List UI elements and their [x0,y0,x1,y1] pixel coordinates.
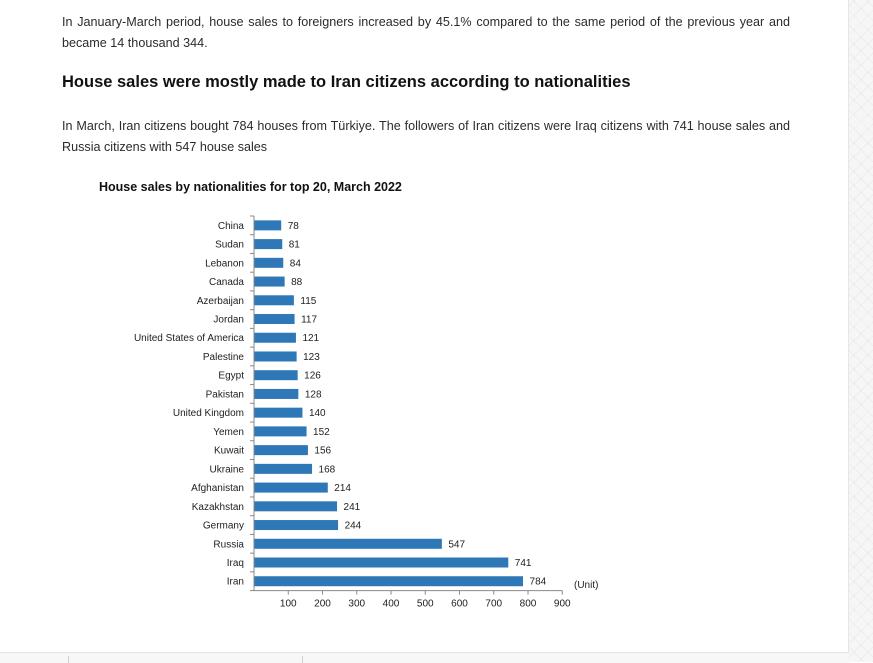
value-label: 88 [291,277,303,288]
value-label: 741 [515,558,532,569]
bar [254,557,509,568]
nationalities-paragraph: In March, Iran citizens bought 784 house… [62,119,790,154]
section-heading: House sales were mostly made to Iran cit… [62,73,631,91]
category-label: United States of America [134,333,244,344]
value-label: 78 [288,221,300,232]
category-label: Lebanon [205,258,244,269]
value-label: 244 [345,521,362,532]
category-label: Palestine [203,352,245,363]
x-tick-label: 800 [520,599,537,610]
category-label: Jordan [213,315,244,326]
bar [254,370,298,381]
x-tick-label: 900 [554,599,571,610]
bars [254,220,524,587]
value-label: 241 [344,502,361,513]
value-label: 126 [304,371,321,382]
value-label: 84 [290,258,302,269]
strip-tick [68,656,69,663]
chart-title: House sales by nationalities for top 20,… [99,180,402,194]
bar [254,520,339,531]
bar [254,426,307,437]
bottom-strip [0,652,849,663]
category-label: Germany [203,521,244,532]
bar [254,332,296,343]
value-label: 81 [289,240,301,251]
intro-paragraph: In January-March period, house sales to … [62,15,790,50]
bar [254,501,338,512]
category-label: Iran [227,577,244,588]
category-label: United Kingdom [173,408,244,419]
category-label: Azerbaijan [197,296,244,307]
unit-label: (Unit) [574,580,598,591]
bar [254,239,283,250]
bar [254,257,284,268]
value-label: 140 [309,408,326,419]
bar [254,445,308,456]
x-tick-label: 700 [485,599,502,610]
x-tick-label: 500 [417,599,434,610]
x-tick-label: 200 [314,599,331,610]
side-pattern [848,0,873,662]
value-label: 156 [314,446,331,457]
bar [254,538,442,549]
strip-tick [302,656,303,663]
bar [254,314,295,325]
x-tick-label: 300 [348,599,365,610]
category-label: Ukraine [210,464,245,475]
bar [254,276,285,287]
value-label: 547 [448,539,465,550]
x-tick-label: 100 [280,599,297,610]
category-label: Kazakhstan [192,502,244,513]
value-label: 121 [302,333,319,344]
bar [254,220,282,231]
value-label: 784 [530,577,547,588]
nationalities-bar-chart: House sales by nationalities for top 20,… [99,180,598,610]
bar [254,463,313,474]
category-labels: China Sudan Lebanon Canada Azerbaijan Jordan U… [134,221,244,588]
category-label: Russia [213,539,244,550]
x-tick-label: 400 [383,599,400,610]
category-label: Pakistan [206,389,244,400]
value-label: 115 [300,296,316,307]
x-tick-labels: 100 200 300 400 500 600 700 800 900 [280,599,571,610]
category-label: Kuwait [214,446,244,457]
bar [254,388,299,399]
category-label: Egypt [218,371,244,382]
value-label: 128 [305,389,322,400]
page: In January-March period, house sales to … [62,15,790,610]
category-label: Afghanistan [191,483,244,494]
x-tick-label: 600 [451,599,468,610]
bar [254,576,524,587]
bar [254,351,297,362]
bar [254,295,294,306]
category-label: China [218,221,245,232]
value-label: 152 [313,427,330,438]
category-label: Sudan [215,240,244,251]
bar [254,407,303,418]
category-label: Yemen [213,427,244,438]
value-label: 214 [334,483,351,494]
category-label: Iraq [227,558,244,569]
category-label: Canada [209,277,244,288]
bar [254,482,328,493]
value-label: 123 [303,352,320,363]
value-label: 117 [301,315,317,326]
value-label: 168 [319,464,336,475]
value-labels: 78 81 84 88 115 117 121 123 126 128 140 152 156 168 21… [288,221,547,588]
axes [250,215,563,595]
